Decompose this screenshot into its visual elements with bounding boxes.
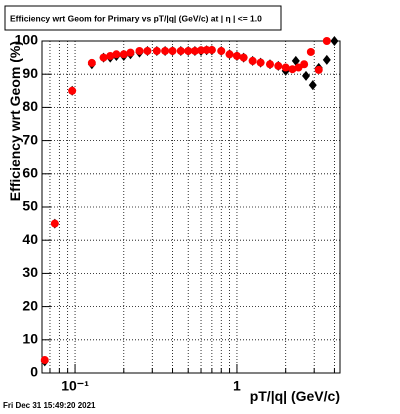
marker (50, 219, 59, 228)
marker (302, 70, 311, 81)
marker (256, 58, 265, 67)
marker (314, 65, 323, 74)
y-tick-label: 10 (22, 331, 38, 347)
marker (168, 46, 177, 55)
marker (225, 50, 234, 59)
marker (190, 46, 199, 55)
marker (126, 48, 135, 57)
marker (152, 46, 161, 55)
title-box (4, 5, 282, 31)
marker (207, 45, 216, 54)
marker (306, 47, 315, 56)
marker (291, 55, 300, 66)
marker (143, 46, 152, 55)
marker (239, 53, 248, 62)
marker (119, 50, 128, 59)
y-axis-label: Efficiency wrt Geom (%) (7, 41, 23, 201)
marker (248, 56, 257, 65)
marker (87, 58, 96, 67)
x-axis-label: pT/|q| (GeV/c) (250, 388, 340, 404)
y-tick-label: 20 (22, 297, 38, 313)
marker (99, 53, 108, 62)
y-tick-label: 60 (22, 165, 38, 181)
y-tick-label: 30 (22, 264, 38, 280)
marker (232, 51, 241, 60)
plot-frame (41, 40, 341, 374)
marker (274, 61, 283, 70)
chart-title: Efficiency wrt Geom for Primary vs pT/|q… (10, 13, 262, 23)
marker (300, 60, 309, 69)
marker (265, 60, 274, 69)
y-tick-label: 80 (22, 98, 38, 114)
y-tick-label: 90 (22, 65, 38, 81)
y-tick-label: 40 (22, 231, 38, 247)
marker (308, 80, 317, 91)
marker (217, 46, 226, 55)
marker (161, 46, 170, 55)
marker (184, 46, 193, 55)
y-tick-label: 0 (30, 364, 38, 380)
marker (322, 37, 331, 45)
y-tick-label: 70 (22, 131, 38, 147)
y-tick-label: 50 (22, 198, 38, 214)
marker (106, 51, 115, 60)
x-tick-label: 1 (233, 378, 241, 394)
marker (330, 36, 339, 46)
footer: Fri Dec 31 15:49:20 2021 (3, 401, 96, 410)
marker (322, 54, 331, 65)
marker (112, 50, 121, 59)
marker (176, 46, 185, 55)
y-tick-label: 100 (15, 32, 39, 48)
marker (68, 86, 77, 95)
marker (135, 46, 144, 55)
marker (288, 65, 297, 74)
marker (40, 356, 49, 365)
x-tick-label: 10⁻¹ (61, 378, 89, 394)
marker (281, 63, 290, 72)
